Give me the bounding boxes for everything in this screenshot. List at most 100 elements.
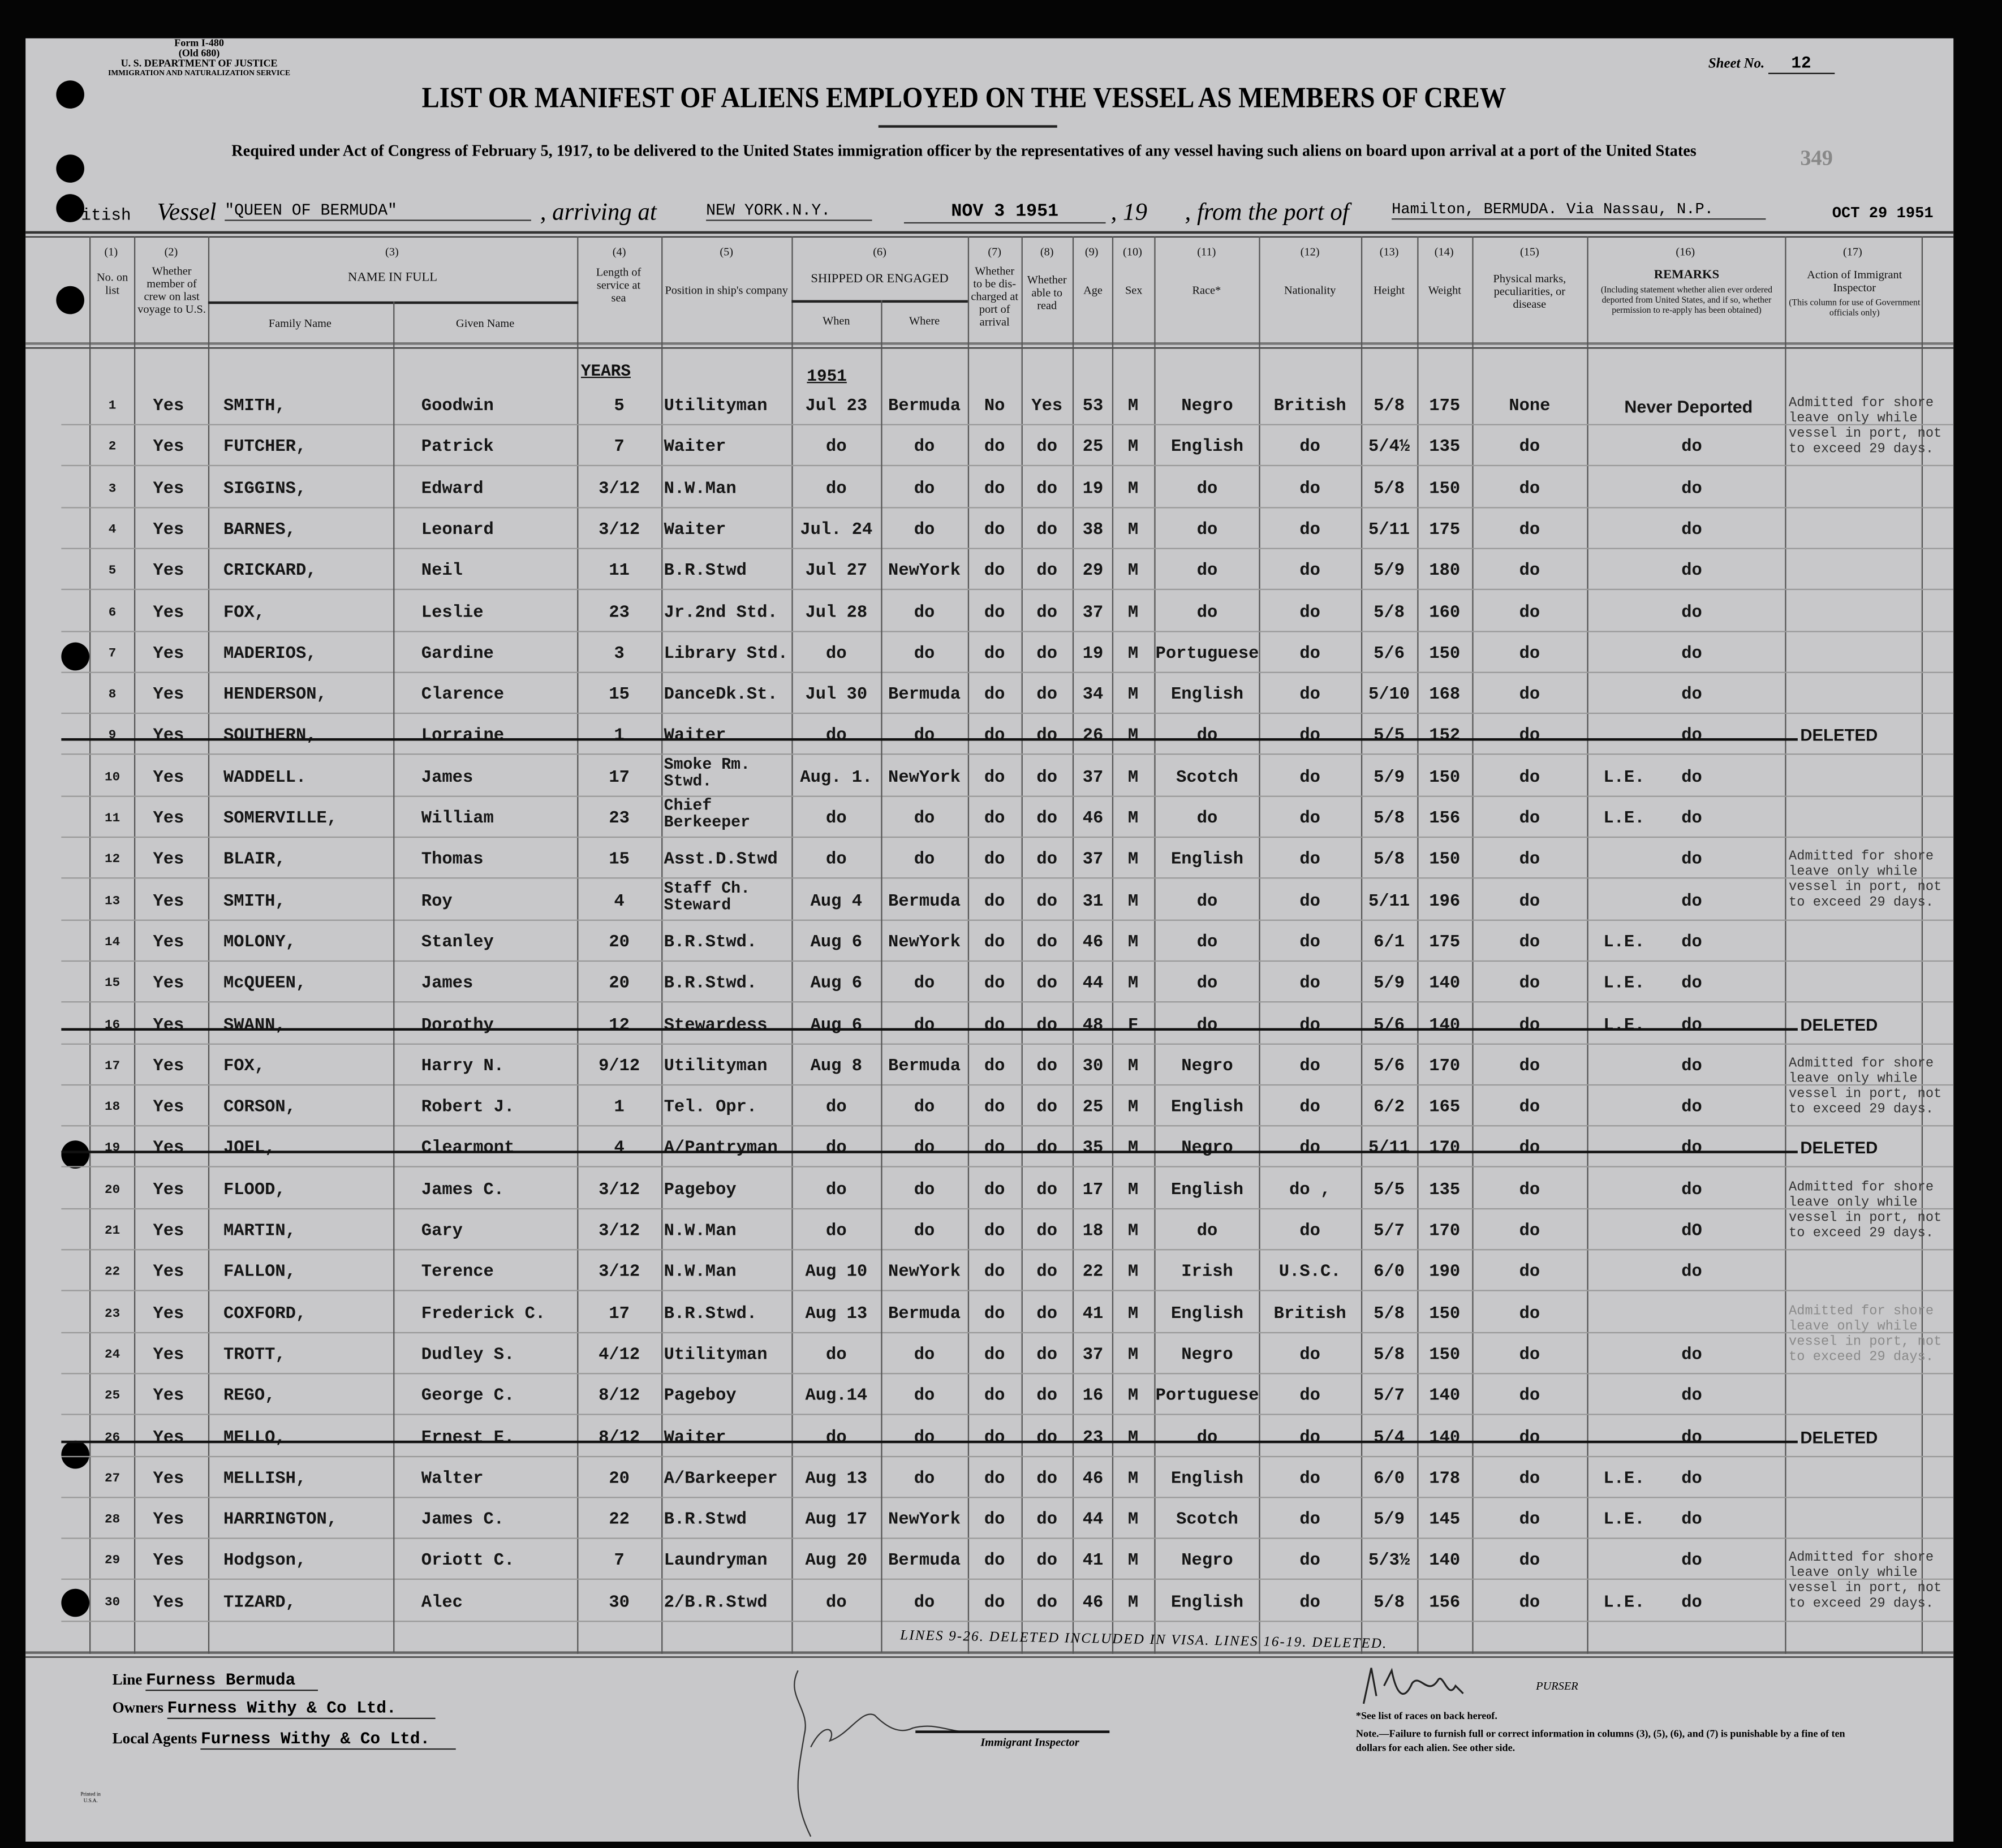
cell-height: 5/7 (1374, 1387, 1405, 1407)
row-rule (61, 1290, 1954, 1292)
cell-age: 46 (1082, 1470, 1104, 1489)
cell-family: FUTCHER, (223, 438, 307, 458)
cell-when: do (826, 1181, 847, 1200)
cell-age: 16 (1082, 1387, 1104, 1407)
cell-race: Negro (1181, 1552, 1233, 1571)
cell-given: Clarence (421, 686, 505, 705)
cell-no: 28 (105, 1513, 120, 1528)
cell-position: Utilityman (664, 1057, 768, 1076)
cell-age: 23 (1082, 1428, 1104, 1448)
cell-physical: do (1519, 1428, 1540, 1448)
sheet-number: 12 (1768, 54, 1835, 74)
cell-race: Negro (1181, 397, 1233, 417)
shore-leave-note: Admitted for shore leave only while vess… (1789, 1550, 1942, 1613)
cell-discharged: do (984, 1016, 1005, 1035)
purser-signature (1362, 1668, 1464, 1704)
cell-read: do (1036, 1511, 1058, 1531)
cell-physical: do (1519, 1263, 1540, 1283)
cell-no: 29 (105, 1554, 120, 1569)
cell-nationality: do (1299, 933, 1320, 953)
cell-family: SOMERVILLE, (223, 809, 338, 829)
cell-family: REGO, (223, 1387, 275, 1407)
cell-sex: M (1127, 1387, 1139, 1407)
table-row: 25 Yes REGO, George C. 8/12 Pageboy Aug.14 do do… (0, 1387, 2002, 1427)
cell-member: Yes (153, 562, 184, 581)
cell-nationality: do (1299, 1387, 1320, 1407)
cell-length: 9/12 (599, 1057, 640, 1076)
cell-nationality: U.S.C. (1278, 1263, 1341, 1283)
row-rule (61, 630, 1954, 632)
cell-family: HARRINGTON, (223, 1511, 338, 1531)
cell-length: 3/12 (599, 1263, 640, 1283)
cell-family: MADERIOS, (223, 644, 317, 664)
cell-position: Staff Ch. Steward (664, 879, 751, 914)
cell-weight: 196 (1429, 892, 1461, 912)
cell-member: Yes (153, 1387, 184, 1407)
cell-discharged: do (984, 1593, 1005, 1613)
cell-length: 4 (614, 1139, 625, 1159)
cell-member: Yes (153, 1593, 184, 1613)
cell-length: 4/12 (599, 1346, 640, 1365)
cell-no: 1 (108, 399, 117, 414)
cell-weight: 150 (1429, 1346, 1461, 1365)
cell-physical: do (1519, 438, 1540, 458)
cell-weight: 150 (1429, 480, 1461, 499)
cell-position: Utilityman (664, 397, 768, 417)
cell-when: do (826, 480, 847, 499)
cell-member: Yes (153, 603, 184, 623)
row-rule (61, 589, 1954, 591)
cell-no: 21 (105, 1225, 120, 1239)
cell-where: do (914, 1470, 935, 1489)
cell-where: NewYork (888, 562, 961, 581)
cell-sex: M (1127, 1139, 1139, 1159)
cell-sex: M (1127, 768, 1139, 788)
cell-age: 25 (1082, 1098, 1104, 1118)
cell-read: do (1036, 851, 1058, 871)
cell-le: L.E. (1603, 768, 1645, 788)
cell-height: 6/0 (1374, 1263, 1405, 1283)
table-row: 2 Yes FUTCHER, Patrick 7 Waiter do do do do 25 M Eng… (0, 438, 2002, 478)
cell-remarks: do (1681, 1552, 1702, 1571)
cell-length: 30 (609, 1593, 630, 1613)
cell-position: Pageboy (664, 1181, 737, 1200)
cell-race: Negro (1181, 1346, 1233, 1365)
cell-where: Bermuda (888, 892, 961, 912)
cell-le: L.E. (1603, 975, 1645, 994)
name-rule (208, 301, 579, 304)
cell-weight: 175 (1429, 933, 1461, 953)
cell-read: do (1036, 1057, 1058, 1076)
column-number: (12) (1300, 245, 1320, 259)
cell-discharged: do (984, 686, 1005, 705)
cell-where: do (914, 644, 935, 664)
cell-family: TROTT, (223, 1346, 286, 1365)
cell-no: 3 (108, 482, 117, 497)
header-bottom-rule (25, 342, 1954, 349)
cell-position: N.W.Man (664, 480, 737, 499)
table-row: 12 Yes BLAIR, Thomas 15 Asst.D.Stwd do do do do 37… (0, 850, 2002, 911)
cell-age: 30 (1082, 1057, 1104, 1076)
cell-read: do (1036, 1304, 1058, 1324)
row-rule (61, 753, 1954, 756)
cell-physical: do (1519, 809, 1540, 829)
from-label: , from the port of (1185, 199, 1349, 226)
cell-family: MOLONY, (223, 933, 296, 953)
purser-label: Purser (1536, 1679, 1578, 1692)
cell-height: 5/8 (1374, 603, 1405, 623)
cell-physical: do (1519, 644, 1540, 664)
cell-weight: 135 (1429, 438, 1461, 458)
table-row: 17 Yes FOX, Harry N. 9/12 Utilityman Aug 8 Berm… (0, 1056, 2002, 1117)
punch-hole (61, 1140, 89, 1169)
cell-weight: 156 (1429, 1593, 1461, 1613)
cell-given: Dudley S. (421, 1346, 515, 1365)
cell-where: NewYork (888, 1511, 961, 1531)
cell-length: 23 (609, 809, 630, 829)
row-rule (61, 1166, 1954, 1168)
cell-member: Yes (153, 1552, 184, 1571)
cell-position: Stewardess (664, 1016, 768, 1035)
table-row: 28 Yes HARRINGTON, James C. 22 B.R.Stwd Aug 17… (0, 1511, 2002, 1550)
cell-remarks: do (1681, 1263, 1702, 1283)
cell-no: 4 (108, 523, 117, 538)
cell-height: 6/0 (1374, 1470, 1405, 1489)
